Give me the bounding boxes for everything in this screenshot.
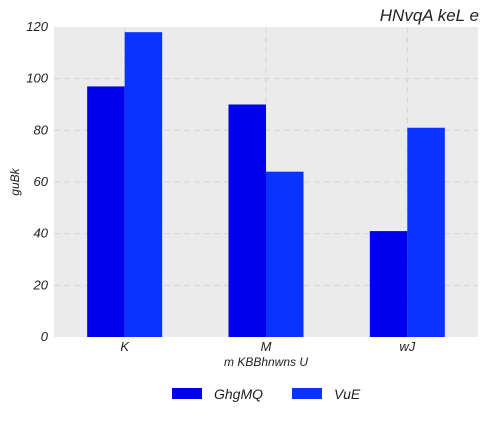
y-tick-label: 100 <box>26 71 48 86</box>
y-tick-label: 20 <box>33 277 49 292</box>
bar-GhgMQ-wJ <box>369 231 408 337</box>
y-tick-label: 40 <box>34 226 49 241</box>
y-tick-label: 60 <box>34 174 49 189</box>
x-axis-label: m KBBhnwns U <box>224 355 308 369</box>
bar-GhgMQ-M <box>228 104 266 337</box>
bar-VuE-K <box>124 32 163 338</box>
legend-label-GhgMQ: GhgMQ <box>214 386 263 402</box>
bars <box>87 32 445 338</box>
bar-GhgMQ-K <box>87 86 125 338</box>
bar-VuE-M <box>266 171 304 337</box>
x-tick-label: K <box>120 339 130 354</box>
y-tick-label: 80 <box>34 122 49 137</box>
y-tick-labels: 0 20 40 60 80 100 120 <box>26 19 48 344</box>
legend: GhgMQ VuE <box>172 386 361 402</box>
x-tick-label: M <box>261 339 272 354</box>
y-tick-label: 0 <box>41 329 49 344</box>
legend-swatch-GhgMQ <box>172 388 202 399</box>
legend-swatch-VuE <box>292 388 322 399</box>
y-axis-label: guBk <box>8 167 22 195</box>
bar-VuE-wJ <box>407 127 445 337</box>
y-tick-label: 120 <box>26 19 48 34</box>
chart-title: HNvqA keL e <box>380 6 479 25</box>
x-tick-label: wJ <box>399 339 415 354</box>
legend-label-VuE: VuE <box>334 386 361 402</box>
